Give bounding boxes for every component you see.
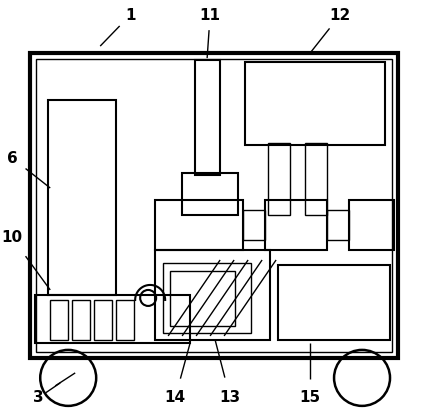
Text: 6: 6	[7, 151, 18, 166]
Bar	[243, 210, 265, 240]
Text: 10: 10	[2, 231, 23, 246]
Bar	[50, 300, 68, 340]
Text: 3: 3	[33, 390, 43, 406]
Bar	[116, 300, 134, 340]
Bar	[30, 53, 398, 358]
Text: 12: 12	[329, 8, 351, 22]
Bar	[278, 265, 390, 340]
Text: 13: 13	[220, 390, 241, 406]
Text: 14: 14	[165, 390, 186, 406]
Bar	[155, 250, 270, 340]
Bar	[182, 173, 238, 215]
Text: 1: 1	[125, 8, 135, 22]
Bar	[155, 200, 243, 250]
Bar	[72, 300, 90, 340]
Bar	[349, 200, 394, 250]
Bar	[268, 143, 290, 215]
Bar	[265, 200, 327, 250]
Text: 15: 15	[300, 390, 321, 406]
Bar	[163, 263, 251, 333]
Bar	[170, 271, 235, 326]
Bar	[94, 300, 112, 340]
Bar	[245, 62, 385, 145]
Text: 11: 11	[200, 8, 221, 22]
Bar	[35, 295, 190, 343]
Bar	[48, 100, 116, 295]
Bar	[327, 210, 349, 240]
Bar	[305, 143, 327, 215]
Bar	[195, 60, 220, 175]
Bar	[36, 59, 392, 352]
